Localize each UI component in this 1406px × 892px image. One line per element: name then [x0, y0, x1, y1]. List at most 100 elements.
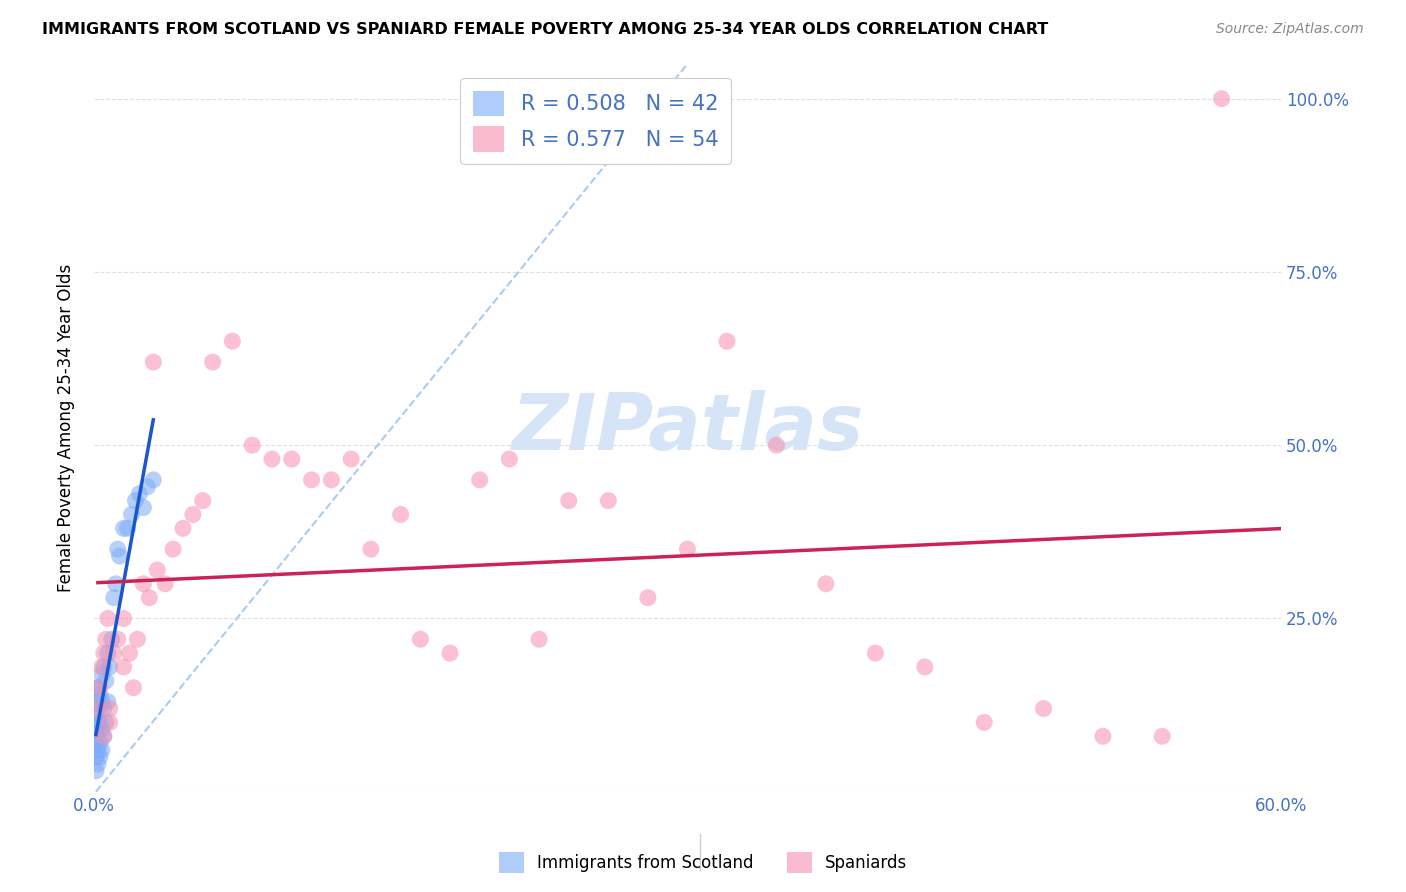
Point — [94, 715, 117, 730]
Point — [142, 355, 165, 369]
Point — [90, 723, 112, 737]
Legend: Immigrants from Scotland, Spaniards: Immigrants from Scotland, Spaniards — [492, 846, 914, 880]
Point — [439, 646, 461, 660]
Point — [84, 695, 107, 709]
Point — [98, 660, 121, 674]
Point — [117, 521, 139, 535]
Point — [89, 688, 111, 702]
Point — [89, 715, 111, 730]
Point — [136, 480, 159, 494]
Point — [90, 666, 112, 681]
Point — [89, 736, 111, 750]
Point — [128, 486, 150, 500]
Point — [94, 673, 117, 688]
Point — [94, 632, 117, 647]
Point — [89, 750, 111, 764]
Point — [865, 646, 887, 660]
Point — [301, 473, 323, 487]
Point — [201, 355, 224, 369]
Point — [716, 334, 738, 349]
Point — [112, 611, 135, 625]
Point — [87, 701, 110, 715]
Point — [84, 708, 107, 723]
Point — [87, 701, 110, 715]
Point — [112, 521, 135, 535]
Point — [122, 681, 145, 695]
Point — [281, 452, 304, 467]
Point — [87, 756, 110, 771]
Point — [87, 715, 110, 730]
Point — [1032, 701, 1054, 715]
Point — [121, 508, 143, 522]
Point — [90, 660, 112, 674]
Text: ZIPatlas: ZIPatlas — [512, 390, 863, 466]
Point — [558, 493, 581, 508]
Point — [112, 660, 135, 674]
Text: Source: ZipAtlas.com: Source: ZipAtlas.com — [1216, 22, 1364, 37]
Point — [172, 521, 194, 535]
Point — [93, 701, 115, 715]
Point — [93, 729, 115, 743]
Point — [340, 452, 363, 467]
Point — [181, 508, 204, 522]
Point — [142, 473, 165, 487]
Point — [100, 632, 122, 647]
Point — [104, 576, 127, 591]
Point — [260, 452, 283, 467]
Point — [598, 493, 620, 508]
Point — [527, 632, 550, 647]
Point — [108, 549, 131, 563]
Y-axis label: Female Poverty Among 25-34 Year Olds: Female Poverty Among 25-34 Year Olds — [58, 264, 75, 592]
Point — [1152, 729, 1174, 743]
Point — [84, 736, 107, 750]
Point — [153, 576, 176, 591]
Point — [89, 681, 111, 695]
Point — [93, 660, 115, 674]
Point — [676, 542, 699, 557]
Text: IMMIGRANTS FROM SCOTLAND VS SPANIARD FEMALE POVERTY AMONG 25-34 YEAR OLDS CORREL: IMMIGRANTS FROM SCOTLAND VS SPANIARD FEM… — [42, 22, 1049, 37]
Point — [103, 591, 125, 605]
Point — [321, 473, 343, 487]
Point — [87, 743, 110, 757]
Point — [221, 334, 243, 349]
Point — [98, 715, 121, 730]
Point — [468, 473, 491, 487]
Point — [84, 764, 107, 778]
Point — [162, 542, 184, 557]
Legend: R = 0.508   N = 42, R = 0.577   N = 54: R = 0.508 N = 42, R = 0.577 N = 54 — [460, 78, 731, 164]
Point — [90, 743, 112, 757]
Point — [127, 632, 149, 647]
Point — [360, 542, 382, 557]
Point — [84, 750, 107, 764]
Point — [1091, 729, 1114, 743]
Point — [87, 729, 110, 743]
Point — [973, 715, 995, 730]
Point — [138, 591, 160, 605]
Point — [103, 646, 125, 660]
Point — [98, 701, 121, 715]
Point — [84, 681, 107, 695]
Point — [1211, 92, 1233, 106]
Point — [132, 500, 155, 515]
Point — [765, 438, 787, 452]
Point — [914, 660, 936, 674]
Point — [409, 632, 432, 647]
Point — [97, 611, 120, 625]
Point — [97, 646, 120, 660]
Point — [90, 695, 112, 709]
Point — [87, 681, 110, 695]
Point — [240, 438, 263, 452]
Point — [107, 542, 129, 557]
Point — [84, 723, 107, 737]
Point — [107, 632, 129, 647]
Point — [191, 493, 214, 508]
Point — [132, 576, 155, 591]
Point — [814, 576, 837, 591]
Point — [498, 452, 520, 467]
Point — [637, 591, 659, 605]
Point — [124, 493, 146, 508]
Point — [389, 508, 412, 522]
Point — [118, 646, 141, 660]
Point — [93, 646, 115, 660]
Point — [146, 563, 169, 577]
